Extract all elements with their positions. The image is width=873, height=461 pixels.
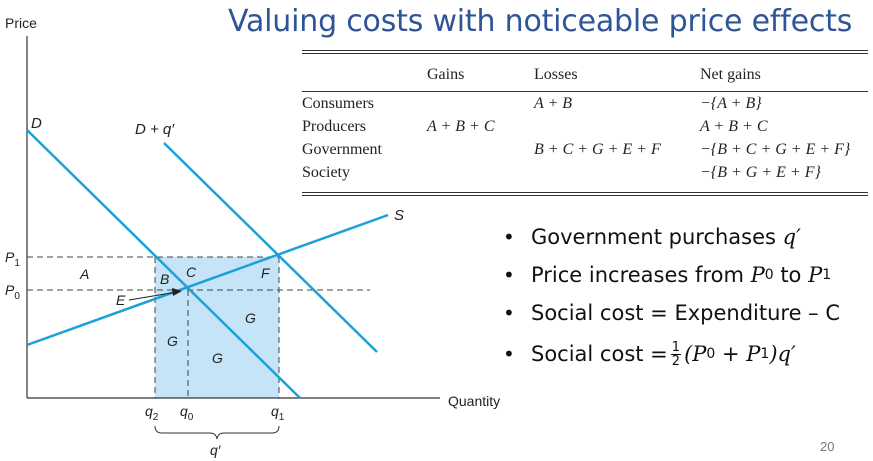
one-half-fraction: 1 2 (670, 339, 682, 369)
region-e-label: E (116, 292, 126, 308)
region-c-label: C (186, 264, 197, 280)
p0-label: P0 (5, 282, 20, 302)
region-a-label: A (79, 266, 89, 282)
table-bottom-rule-2 (302, 195, 868, 196)
q2-label-sub: 2 (153, 412, 159, 423)
fraction-numerator: 1 (670, 339, 682, 355)
table-top-rule-2 (302, 53, 868, 54)
header-net-gains: Net gains (700, 66, 761, 83)
q0-label: q0 (180, 403, 194, 423)
q-prime-label: q′ (210, 442, 222, 458)
row-label: Producers (302, 118, 366, 135)
bullet-text: Social cost = (531, 342, 668, 366)
row-net: −{B + C + G + E + F} (700, 141, 851, 158)
row-label: Government (302, 141, 382, 158)
demand-curve (26, 129, 301, 399)
p1-label-sub: 1 (14, 258, 20, 269)
gains-losses-table: Gains Losses Net gains Consumers A + B −… (302, 50, 868, 198)
bullet-dot: • (503, 301, 515, 325)
header-losses: Losses (534, 66, 578, 83)
shifted-demand-curve (163, 142, 378, 353)
x-axis-label: Quantity (448, 393, 500, 409)
supply-curve (26, 213, 389, 347)
bullet-p0-sub: 0 (764, 267, 774, 283)
government-expenditure-region (155, 257, 279, 398)
bullet-p0: P (750, 263, 765, 287)
bullet-text: Social cost = Expenditure – C (531, 301, 841, 325)
q0-label-main: q (180, 403, 188, 419)
q2-label: q2 (145, 403, 159, 423)
bullet-math: q′ (782, 225, 801, 249)
row-net: −{B + G + E + F} (700, 164, 821, 181)
formula-sub0: 0 (706, 346, 716, 362)
y-axis-label: Price (5, 15, 37, 31)
row-net: −{A + B} (700, 95, 762, 112)
formula-open: (P (684, 342, 707, 366)
p0-label-sub: 0 (14, 291, 20, 302)
region-g1-label: G (167, 333, 178, 349)
bullet-mid: to (773, 263, 809, 287)
bullet-government-purchases: • Government purchases q′ (503, 218, 863, 256)
bullet-p1-sub: 1 (822, 267, 832, 283)
slide-title: Valuing costs with noticeable price effe… (228, 4, 853, 39)
bullet-p1: P (808, 263, 823, 287)
row-net: A + B + C (700, 118, 768, 135)
table-header-rule (302, 91, 868, 92)
row-gains: A + B + C (427, 118, 495, 135)
row-losses: A + B (534, 95, 573, 112)
e-arrow-head (172, 288, 182, 296)
bullet-text: Price increases from (531, 263, 751, 287)
q2-label-main: q (145, 403, 153, 419)
p1-label-main: P (5, 249, 15, 265)
formula-tail: )q′ (769, 342, 796, 366)
bullet-text: Government purchases (531, 225, 783, 249)
bullet-list: • Government purchases q′ • Price increa… (503, 218, 863, 376)
q1-label-sub: 1 (279, 412, 285, 423)
q-prime-brace (154, 425, 280, 440)
row-label: Consumers (302, 95, 374, 112)
bullet-dot: • (503, 263, 515, 287)
e-arrow-line (128, 291, 178, 301)
page-number: 20 (820, 439, 835, 454)
demand-label: D (31, 115, 42, 132)
bullet-dot: • (503, 342, 515, 366)
formula-sub1: 1 (760, 346, 770, 362)
table-row: Producers A + B + C A + B + C (302, 118, 868, 141)
p0-label-main: P (5, 282, 15, 298)
q1-label: q1 (271, 403, 285, 423)
bullet-social-cost-expenditure: • Social cost = Expenditure – C (503, 294, 863, 332)
table-row: Consumers A + B −{A + B} (302, 95, 868, 118)
header-gains: Gains (427, 66, 465, 83)
region-f-label: F (261, 265, 271, 281)
row-losses: B + C + G + E + F (534, 141, 661, 158)
row-label: Society (302, 164, 350, 181)
p1-label: P1 (5, 249, 20, 269)
table-top-rule (302, 50, 868, 51)
region-g3-label: G (245, 310, 256, 326)
bullet-dot: • (503, 225, 515, 249)
region-b-label: B (160, 271, 169, 287)
q0-label-sub: 0 (188, 412, 194, 423)
bullet-social-cost-formula: • Social cost = 1 2 (P 0 + P 1)q′ (503, 332, 863, 376)
supply-label: S (394, 207, 404, 224)
formula-plus: + P (715, 342, 761, 366)
q1-label-main: q (271, 403, 279, 419)
shifted-demand-label: D + q′ (135, 121, 175, 138)
region-g2-label: G (212, 350, 223, 366)
table-bottom-rule (302, 192, 868, 193)
fraction-denominator: 2 (671, 353, 681, 369)
table-row: Government B + C + G + E + F −{B + C + G… (302, 141, 868, 164)
table-row: Society −{B + G + E + F} (302, 164, 868, 187)
